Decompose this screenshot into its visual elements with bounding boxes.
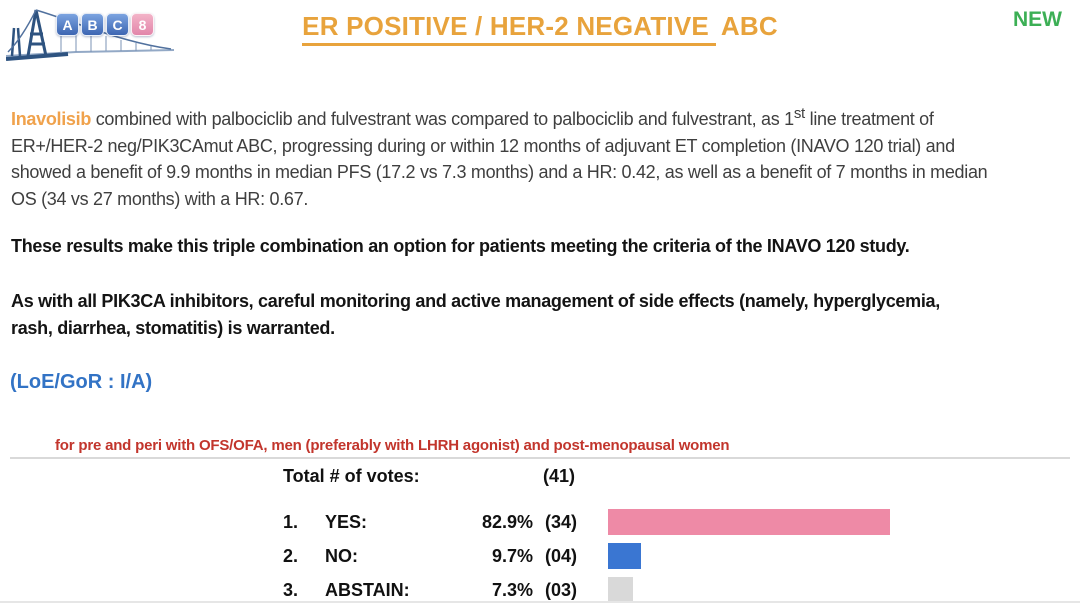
vote-row-count: (03) [545, 579, 578, 600]
bridge-icon [6, 9, 175, 61]
intro-paragraph: Inavolisib combined with palbociclib and… [11, 101, 1080, 212]
drug-name: Inavolisib [11, 109, 92, 129]
vote-row-count: (34) [545, 511, 578, 532]
vote-row-label: YES: [325, 511, 368, 532]
intro-line-2: ER+/HER-2 neg/PIK3CAmut ABC, progressing… [11, 135, 955, 156]
new-badge: NEW [1013, 8, 1062, 31]
title-suffix: ABC [720, 11, 778, 41]
vote-row-no: 2. NO: 9.7% (04) [283, 539, 1080, 573]
vote-row-yes: 1. YES: 82.9% (34) [283, 505, 1080, 539]
logo-tile-8: 8 [131, 13, 154, 36]
title-underlined: ER POSITIVE / HER-2 NEGATIVE [302, 11, 716, 46]
logo-tile-c: C [106, 13, 129, 36]
vote-row-number: 3. [283, 579, 299, 600]
total-votes-row: Total # of votes: (41) [283, 466, 575, 487]
total-votes-count: (41) [543, 466, 576, 486]
vote-row-percent: 9.7% [491, 545, 533, 566]
statement-side-effects: As with all PIK3CA inhibitors, careful m… [11, 291, 940, 338]
vote-bar-no [608, 543, 641, 569]
slide-title: ER POSITIVE / HER-2 NEGATIVE ABC [0, 11, 1080, 46]
logo-tiles: A B C 8 [56, 13, 154, 36]
population-note: for pre and peri with OFS/OFA, men (pref… [55, 437, 730, 454]
total-votes-label: Total # of votes: [283, 466, 420, 486]
divider [10, 457, 1070, 459]
vote-bar-abstain [608, 577, 633, 603]
bottom-divider [0, 601, 1080, 603]
voting-results: 1. YES: 82.9% (34) 2. NO: 9.7% (04) 3. A… [283, 505, 1080, 605]
abc-logo: A B C 8 [6, 4, 181, 68]
statement-triple-combination: These results make this triple combinati… [11, 236, 910, 256]
vote-bar-yes [608, 509, 890, 535]
vote-row-percent: 7.3% [491, 579, 533, 600]
vote-row-abstain: 3. ABSTAIN: 7.3% (03) [283, 573, 1080, 605]
logo-tile-a: A [56, 13, 79, 36]
vote-row-label: NO: [325, 545, 358, 566]
vote-row-percent: 82.9% [481, 511, 533, 532]
intro-line-3: showed a benefit of 9.9 months in median… [11, 162, 988, 182]
vote-row-label: ABSTAIN: [325, 579, 410, 600]
vote-row-count: (04) [545, 545, 578, 566]
loe-gor-label: (LoE/GoR : I/A) [10, 371, 153, 393]
ordinal-superscript: st [793, 105, 805, 122]
intro-line-4: OS (34 vs 27 months) with a HR: 0.67. [11, 188, 309, 209]
vote-row-number: 1. [283, 511, 299, 532]
logo-tile-b: B [81, 13, 104, 36]
vote-row-number: 2. [283, 545, 299, 566]
intro-line-1: Inavolisib combined with palbociclib and… [11, 105, 934, 129]
